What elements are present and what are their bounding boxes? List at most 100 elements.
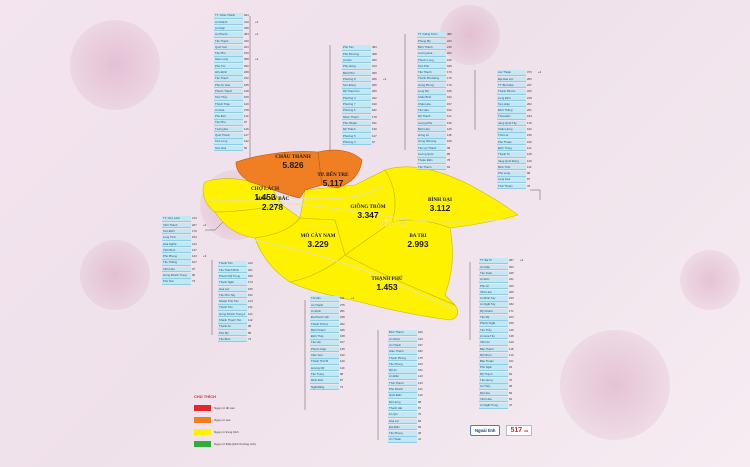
ward-val: 190: [372, 102, 377, 107]
ward-val: 263: [509, 264, 514, 269]
ward-val: 110: [340, 365, 345, 370]
ward-name: Tân Thành Bình: [218, 267, 247, 274]
ward-row: Hữu Định 208: [214, 70, 264, 76]
district-chau-thanh[interactable]: [235, 151, 323, 199]
ward-row: Long Thới 154: [162, 235, 212, 241]
ward-row: TT. Châu Thành 924: [214, 13, 264, 19]
ward-name: Phước Thạnh: [214, 88, 243, 95]
ward-row: Thị trấn 311 +4: [310, 296, 360, 302]
ward-val: 74: [248, 336, 252, 341]
ward-val: 112: [527, 164, 532, 169]
ward-name: Phú Sơn: [162, 279, 191, 285]
ward-val: 210: [248, 261, 253, 266]
ward-row: Quới Sơn 223: [214, 44, 264, 51]
ward-row: Phước Mỹ Trung 186: [218, 273, 268, 280]
ward-row: Phú Phụng 123 +3: [162, 254, 212, 260]
ward-val: 154: [192, 235, 197, 240]
legend-item-medium: Nguy cơ trung bình: [194, 426, 282, 438]
ward-row: Mỹ Hòa 59: [479, 390, 529, 397]
ward-name: Sơn Hòa: [214, 145, 243, 152]
ward-val: 213: [192, 216, 197, 221]
ward-val: 173: [248, 280, 253, 285]
ward-table-giong-trom: TT. Giồng Trôm 386 Phong Mỹ 243 Bình Thành 21…: [417, 32, 467, 171]
ward-val: 386: [447, 32, 452, 37]
ward-row: Tân Hội 157: [310, 340, 360, 346]
ward-val: 182: [509, 302, 514, 307]
ward-row: Phường 5 127: [342, 133, 392, 140]
ward-name: Thới Thuận: [497, 183, 526, 190]
virus-decoration: [680, 250, 740, 310]
ward-name: Mỹ Chánh: [479, 308, 508, 315]
ward-name: Phú Khánh: [388, 387, 417, 393]
ward-row: Bảo Thuận 101: [479, 359, 529, 365]
ward-val: 243: [447, 38, 452, 43]
ward-name: TT. Ba Tri: [479, 258, 508, 264]
ward-val: 483: [372, 45, 377, 50]
ward-row: Định Trung 141: [497, 145, 547, 152]
ward-row: Cẩm Sơn 132: [310, 353, 360, 359]
ward-name: Vĩnh Hòa: [479, 396, 508, 403]
ward-val: 226: [418, 330, 423, 335]
ward-name: Bình Thành: [417, 44, 446, 51]
ward-row: Phú Hưng 313: [342, 64, 392, 70]
ward-row: Quới Điền 110: [388, 393, 438, 399]
ward-row: Vĩnh Thành 207 +2: [162, 222, 212, 229]
ward-name: Phường 4: [342, 95, 371, 102]
ward-row: Tân Thanh 179: [417, 70, 467, 76]
ward-val: 218: [527, 95, 532, 100]
ward-val: 73: [192, 279, 196, 284]
ward-name: Lương Quới: [417, 152, 446, 158]
ward-name: Phường 7: [342, 102, 371, 108]
ward-name: Tân Hội: [310, 340, 339, 346]
ward-row: Giao Thạnh 182: [388, 349, 438, 355]
ward-name: Tân Phú Tây: [218, 292, 247, 299]
ward-val: 84: [509, 371, 513, 376]
ward-row: Phú Đức 113: [214, 114, 264, 120]
ward-row: Thạnh Ngãi 173: [218, 280, 268, 286]
ward-name: Thừa Đức: [497, 114, 526, 120]
ward-name: Phước Long: [417, 57, 446, 64]
ward-val: 137: [192, 247, 197, 252]
ward-val: 97: [372, 139, 376, 144]
ward-name: Phước Mỹ Trung: [218, 273, 247, 280]
ward-val: 126: [244, 126, 249, 131]
ward-name: Phú Hưng: [342, 64, 371, 70]
ward-row: TT. Ba Tri 287 +4: [479, 258, 529, 264]
ward-val: 98: [527, 171, 531, 176]
ward-name: An Phước: [214, 32, 243, 38]
ward-row: Phú Khánh 121: [388, 387, 438, 393]
ward-row: Hương Mỹ 110: [310, 365, 360, 372]
ward-val: 48: [418, 431, 422, 436]
ward-name: Lộc Thuận: [497, 70, 526, 76]
ward-name: Tân Bình: [218, 336, 247, 343]
ward-val: 87: [340, 378, 344, 383]
ward-val: 141: [447, 114, 452, 119]
ward-row: Vang Quới Đông 120: [497, 158, 547, 165]
ward-val: 76: [509, 378, 513, 383]
ward-val: 121: [248, 311, 253, 316]
ward-row: Phú Túc 290: [214, 63, 264, 70]
ward-table-ba-tri: TT. Ba Tri 287 +4 An Hiệp 263 Tân Xuân 245 An Đ…: [479, 258, 529, 409]
ward-row: Thành Thới B 120: [310, 359, 360, 365]
ward-val: 152: [248, 292, 253, 297]
ward-row: Mỹ Nhơn 110: [479, 352, 529, 359]
ward-row: Châu Bình 162: [417, 95, 467, 101]
ward-name: Sơn Phú: [417, 63, 446, 70]
ward-row: An Qui 79: [388, 412, 438, 418]
legend-title: CHÚ THÍCH: [194, 394, 216, 399]
ward-name: Hưng Nhượng: [417, 139, 446, 145]
ward-val: 159: [244, 95, 249, 100]
ward-row: Đại Hòa Lộc 283: [497, 76, 547, 83]
rivers: [209, 184, 516, 311]
ward-row: Tân Thủy 146: [479, 327, 529, 334]
ward-name: An Ngãi Trung: [479, 403, 508, 409]
ward-row: Tân Bình 74: [218, 336, 268, 343]
ward-val: 97: [244, 120, 248, 125]
ward-val: 120: [340, 359, 345, 364]
ward-row: Phước Thạnh 128: [214, 88, 264, 95]
ward-row: Phước Long 196: [417, 57, 467, 64]
legend-item-low: Nguy cơ thấp (bình thường mới): [194, 438, 282, 450]
ward-name: Phong Mỹ: [417, 38, 446, 45]
ward-name: Tân Xuân: [479, 270, 508, 277]
district-tp-ben-tre[interactable]: [317, 149, 363, 189]
